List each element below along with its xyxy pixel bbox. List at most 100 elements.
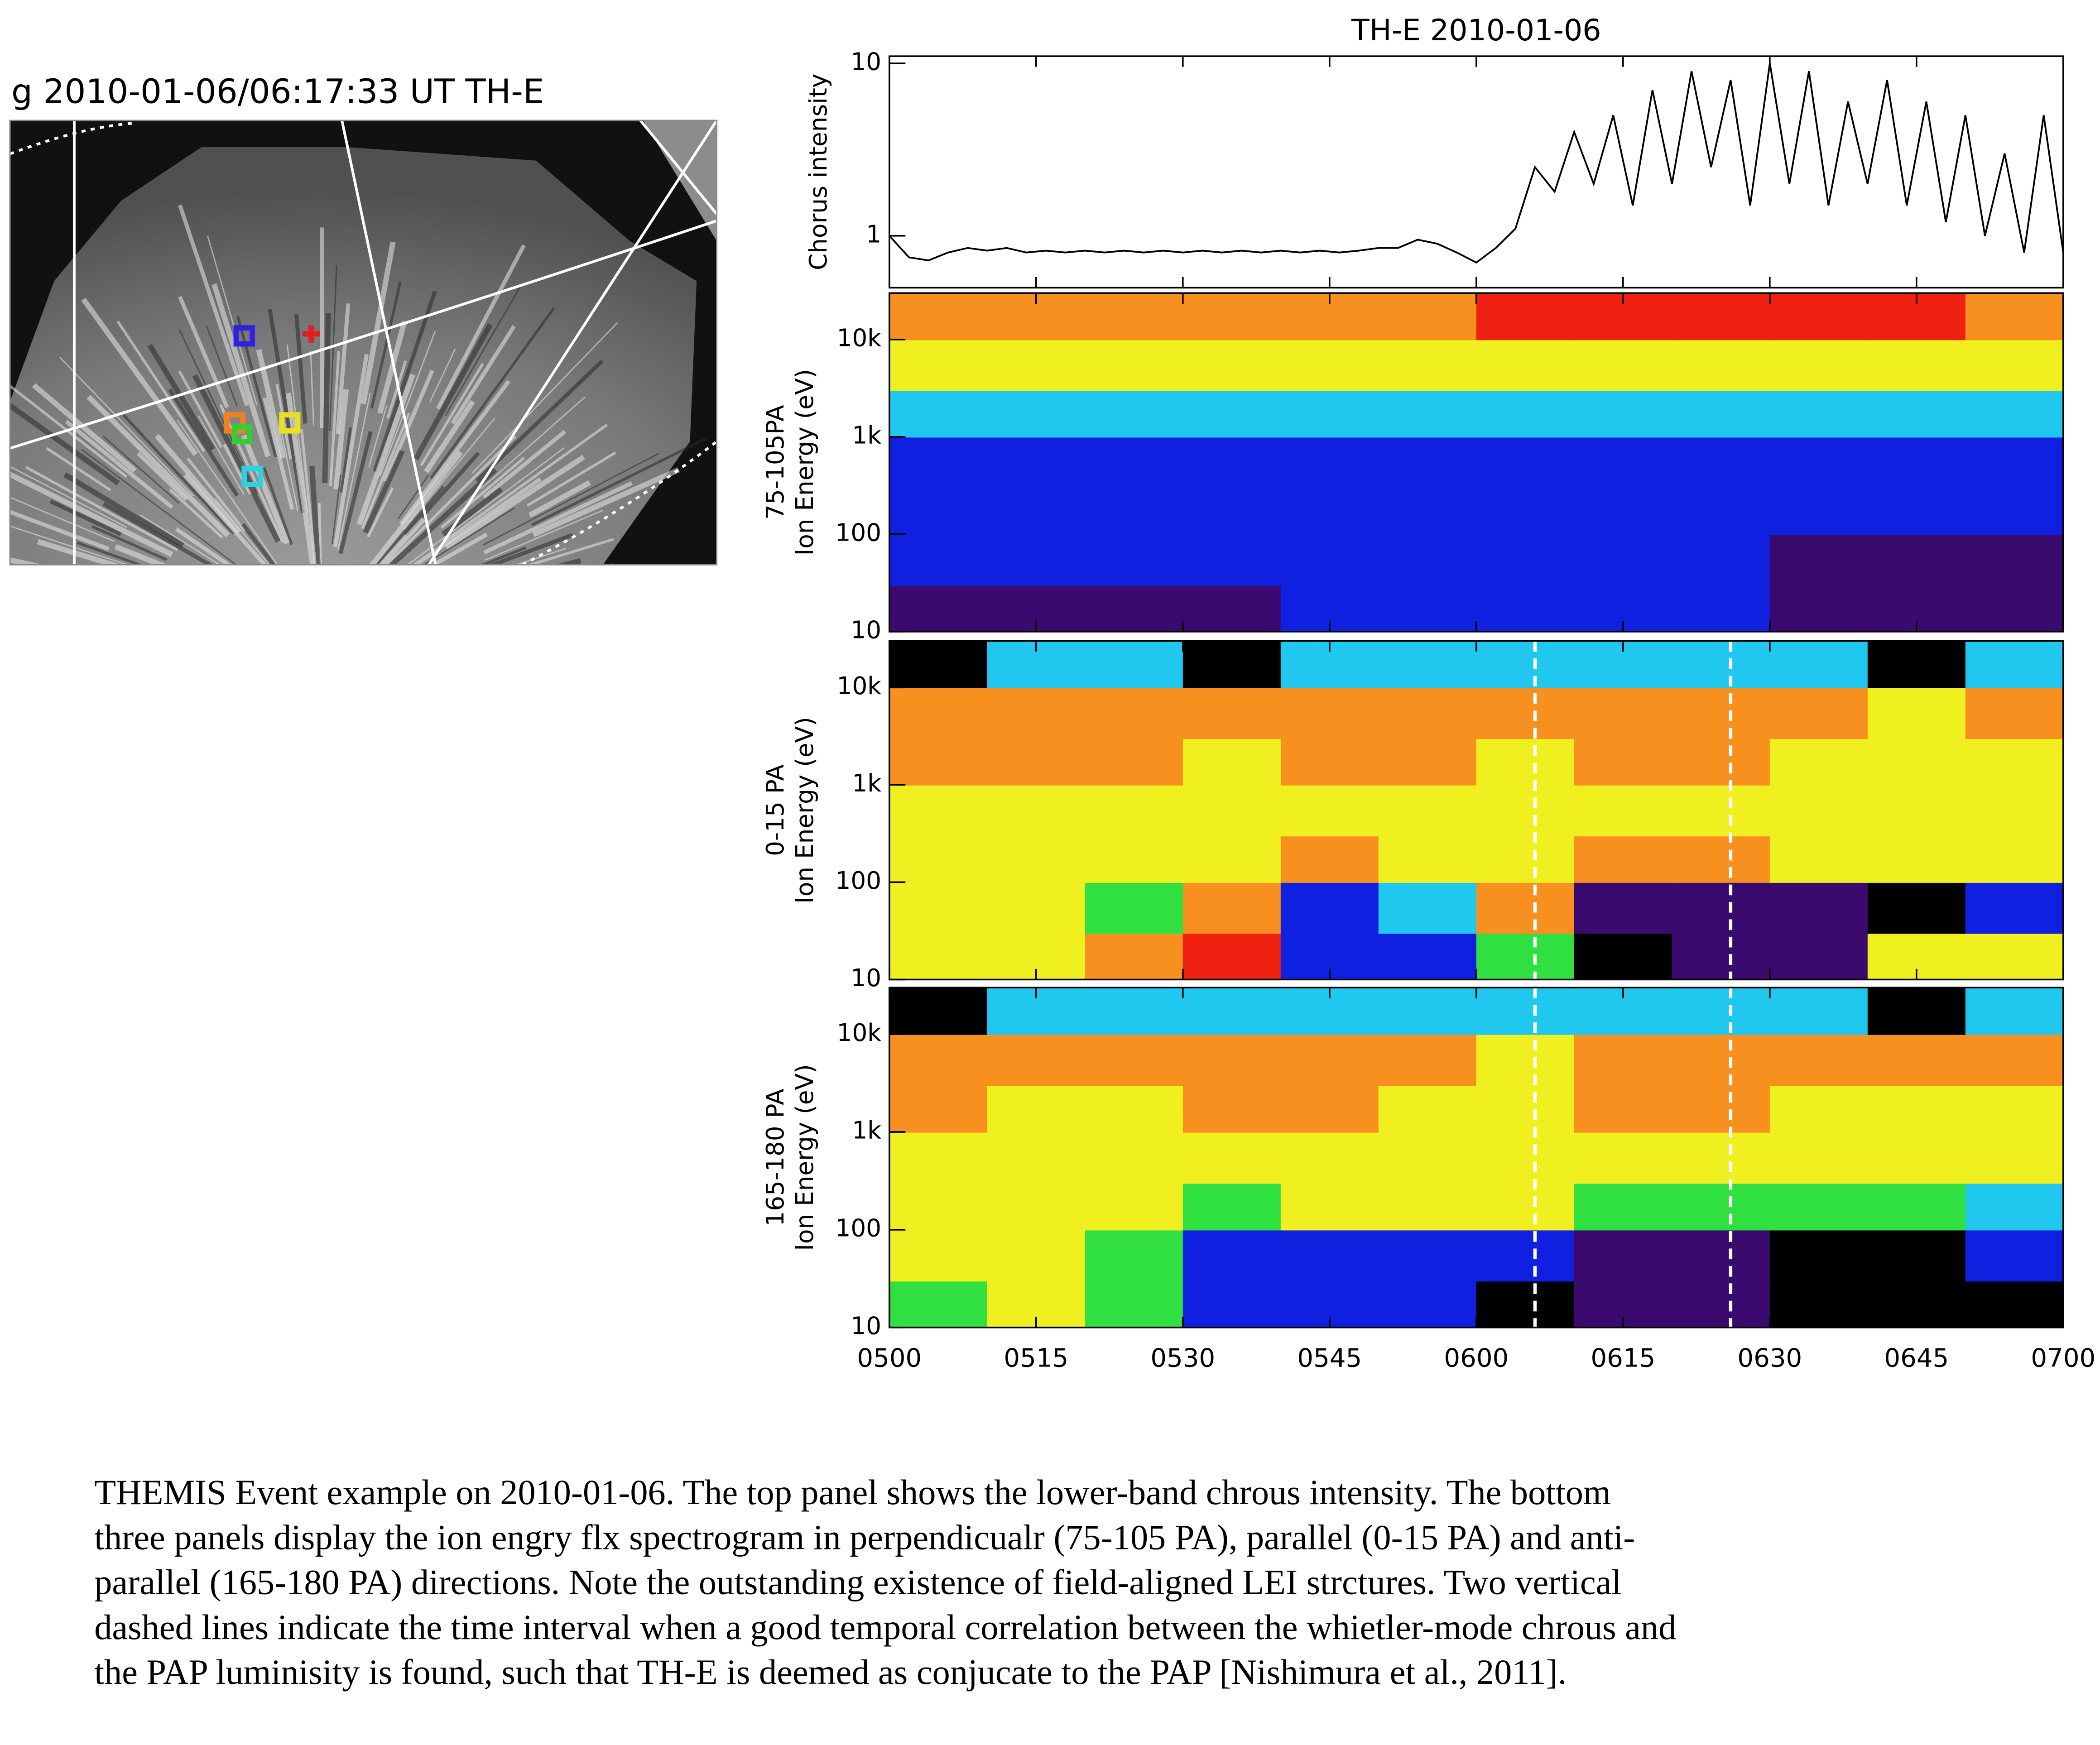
streak [49, 499, 122, 537]
spectrogram-cell [1672, 1085, 1771, 1133]
spectrogram-cell [1085, 488, 1184, 535]
spectrogram-cell [1867, 339, 1966, 391]
spectrogram-cell [1182, 1280, 1282, 1328]
spectrogram-cell [1672, 1132, 1771, 1184]
spectrogram-cell [1476, 933, 1575, 980]
spectrogram-cell [889, 738, 988, 786]
spectrogram-cell [1769, 1229, 1869, 1282]
streak [386, 360, 407, 419]
streak [241, 434, 290, 545]
streak [404, 451, 480, 537]
streak [377, 321, 407, 414]
spectrogram-cell [1182, 835, 1282, 883]
spectrogram-cell [1378, 988, 1477, 1035]
y-tick-label: 100 [836, 867, 882, 895]
streak [59, 357, 194, 497]
spectrogram-cell [1867, 436, 1966, 489]
spectrogram-cell [1965, 534, 2064, 586]
spectrogram-cell [1378, 687, 1477, 739]
spectrogram-cell [1378, 738, 1477, 786]
spectrogram-cell [1085, 390, 1184, 438]
spectrogram-cell [1085, 1229, 1184, 1282]
spectrogram-cell [987, 534, 1086, 586]
spectrogram-cell [1965, 1034, 2064, 1086]
streak [263, 467, 293, 545]
streak [420, 363, 484, 466]
x-tick-label: 0500 [857, 1343, 922, 1373]
spectrogram-cell [1476, 488, 1575, 535]
spectrogram-cell [1085, 738, 1184, 786]
streak [384, 435, 517, 565]
spectrogram-cell [1280, 488, 1379, 535]
spectrogram-cell [1378, 585, 1477, 633]
streak [383, 369, 434, 482]
spectrogram-cell [1672, 1280, 1771, 1328]
spectrogram-cell [889, 988, 988, 1035]
streak [367, 487, 394, 537]
spectrogram-cell [1085, 293, 1184, 340]
streak [219, 404, 284, 543]
grid-line [341, 120, 437, 565]
spectrogram-cell [1769, 339, 1869, 391]
y-tick-label: 10 [851, 964, 881, 992]
spectrogram-cell [987, 436, 1086, 489]
streak [322, 313, 331, 484]
spectrogram-cell [1085, 339, 1184, 391]
streak [361, 412, 410, 529]
streak [309, 465, 321, 565]
streak [555, 558, 581, 565]
spectrogram-cell [1476, 1280, 1575, 1328]
y-tick-label: 1 [866, 220, 881, 248]
spectrogram-cell [1672, 785, 1771, 837]
spectrogram-cell [1476, 1085, 1575, 1133]
streak [192, 374, 281, 543]
spectrogram-cell [1965, 1085, 2064, 1133]
spectrogram-cell [1182, 534, 1282, 586]
x-tick-label: 0645 [1884, 1343, 1949, 1373]
streak [30, 570, 180, 600]
spectrogram-cell [889, 436, 988, 489]
spectrogram-cell [1085, 988, 1184, 1035]
spectrogram-cell [1476, 1183, 1575, 1231]
streak [168, 388, 239, 497]
streak [378, 517, 426, 565]
image-title: g 2010-01-06/06:17:33 UT TH-E [11, 72, 544, 111]
y-tick-label: 1k [852, 1117, 881, 1145]
streak [281, 432, 298, 511]
spectrogram-cell [1672, 1183, 1771, 1231]
caption-line: three panels display the ion engry flx s… [94, 1517, 1635, 1557]
streak [108, 568, 188, 590]
grid-line [639, 120, 717, 215]
spectrogram-cell [1085, 687, 1184, 739]
streak [102, 435, 180, 504]
charts: 1 10 TH-E 2010-01-06 Chorus intensity 10 100 1… [761, 14, 2095, 1373]
spectrogram-cell [1965, 687, 2064, 739]
x-tick-label: 0545 [1297, 1343, 1362, 1373]
streak [532, 467, 680, 537]
streak [440, 456, 525, 529]
spectrogram-cell [1182, 1229, 1282, 1282]
spectrogram-cell [1769, 585, 1869, 633]
streak [154, 434, 241, 534]
spectrogram-cell [1965, 1132, 2064, 1184]
streak [423, 507, 515, 565]
spectrogram-cell [889, 641, 988, 688]
streak [63, 472, 185, 548]
spectrogram-cell [889, 1085, 988, 1133]
spectrogram-cell [1182, 738, 1282, 786]
streak [337, 393, 371, 551]
marker-red [302, 325, 320, 343]
spectrogram-cell [1280, 1034, 1379, 1086]
spectrogram-cell [1182, 687, 1282, 739]
spectrogram-cell [1085, 585, 1184, 633]
y-axis-label: Ion Energy (eV) [791, 1064, 819, 1251]
spectrogram-cell [1769, 738, 1869, 786]
spectrogram-cell [1672, 738, 1771, 786]
spectrogram-cell [1085, 1034, 1184, 1086]
spectrogram-cell [1867, 534, 1966, 586]
streak [514, 547, 567, 565]
spectrogram-cell [889, 835, 988, 883]
spectrogram-cell [889, 1229, 988, 1282]
image-frame [9, 120, 718, 566]
